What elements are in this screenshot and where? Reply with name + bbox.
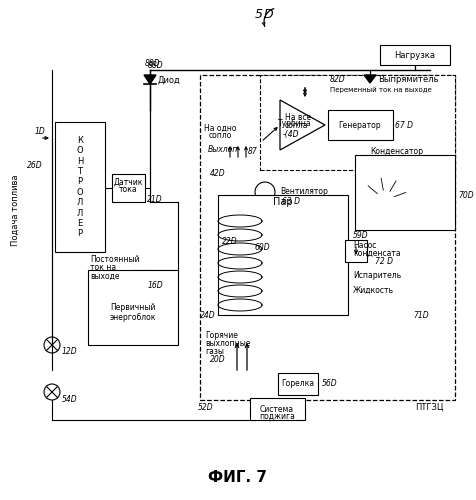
Text: 52D: 52D bbox=[198, 402, 213, 411]
Text: Пар: Пар bbox=[273, 197, 292, 207]
Text: Нагрузка: Нагрузка bbox=[394, 50, 435, 59]
Text: ПТГЗЦ: ПТГЗЦ bbox=[414, 402, 443, 411]
Text: выхлопные: выхлопные bbox=[205, 338, 250, 347]
Bar bbox=[88, 270, 178, 345]
Bar bbox=[199, 75, 454, 400]
Text: Горелка: Горелка bbox=[281, 380, 314, 388]
Text: конденсата: конденсата bbox=[352, 248, 400, 258]
Polygon shape bbox=[144, 75, 156, 84]
Bar bbox=[379, 45, 449, 65]
Text: 88D: 88D bbox=[148, 60, 163, 70]
Text: 54D: 54D bbox=[62, 396, 78, 404]
Bar bbox=[259, 75, 454, 170]
Text: Выхлоп: Выхлоп bbox=[208, 146, 238, 154]
Text: К
О
Н
Т
Р
О
Л
Л
Е
Р: К О Н Т Р О Л Л Е Р bbox=[77, 136, 83, 238]
Polygon shape bbox=[279, 100, 324, 150]
Text: сопло: сопло bbox=[208, 132, 231, 140]
Text: 1D: 1D bbox=[35, 128, 46, 136]
Bar bbox=[112, 174, 145, 202]
Text: Жидкость: Жидкость bbox=[352, 286, 393, 294]
Bar bbox=[344, 240, 366, 262]
Text: тока: тока bbox=[119, 186, 137, 194]
Text: Генератор: Генератор bbox=[338, 120, 380, 130]
Text: 42D: 42D bbox=[209, 168, 225, 177]
Text: 16D: 16D bbox=[148, 280, 163, 289]
Text: 5: 5 bbox=[255, 8, 262, 22]
Text: 24D: 24D bbox=[199, 310, 215, 320]
Text: Переменный ток на выходе: Переменный ток на выходе bbox=[329, 87, 431, 93]
Text: 70D: 70D bbox=[457, 190, 473, 200]
Text: поджига: поджига bbox=[258, 412, 294, 420]
Bar bbox=[327, 110, 392, 140]
Text: 87: 87 bbox=[248, 146, 257, 156]
Text: Постоянный: Постоянный bbox=[90, 256, 139, 264]
Text: Вентилятор: Вентилятор bbox=[279, 188, 327, 196]
Text: 60D: 60D bbox=[255, 244, 270, 252]
Text: выходе: выходе bbox=[90, 272, 119, 280]
Text: Система: Система bbox=[259, 404, 293, 413]
Text: Конденсатор: Конденсатор bbox=[369, 148, 422, 156]
Text: сопла: сопла bbox=[284, 122, 308, 130]
Text: Турбина: Турбина bbox=[278, 120, 311, 128]
Text: D: D bbox=[263, 8, 273, 22]
Text: На все: На все bbox=[284, 114, 310, 122]
Text: Подача топлива: Подача топлива bbox=[10, 174, 20, 246]
Text: 22D: 22D bbox=[221, 238, 237, 246]
Text: Диод: Диод bbox=[158, 76, 180, 84]
Text: Выпрямитель: Выпрямитель bbox=[377, 76, 437, 84]
Text: 88D: 88D bbox=[145, 60, 160, 68]
Text: Первичный: Первичный bbox=[110, 304, 155, 312]
Bar bbox=[278, 373, 317, 395]
Text: ток на: ток на bbox=[90, 264, 116, 272]
Text: 21D: 21D bbox=[147, 196, 162, 204]
Text: Испаритель: Испаритель bbox=[352, 270, 400, 280]
Text: 20D: 20D bbox=[209, 356, 225, 364]
Text: Горячие: Горячие bbox=[205, 330, 238, 340]
Bar bbox=[218, 195, 347, 315]
Text: На одно: На одно bbox=[203, 124, 236, 132]
Text: 12D: 12D bbox=[62, 348, 78, 356]
Text: 63 D: 63 D bbox=[281, 196, 299, 205]
Polygon shape bbox=[363, 75, 375, 83]
Text: ФИГ. 7: ФИГ. 7 bbox=[208, 470, 267, 486]
Text: 26D: 26D bbox=[27, 160, 42, 170]
Text: -(4D: -(4D bbox=[282, 130, 299, 140]
Text: энергоблок: энергоблок bbox=[109, 312, 156, 322]
Text: газы: газы bbox=[205, 346, 223, 356]
Bar bbox=[354, 155, 454, 230]
Text: 82D: 82D bbox=[329, 76, 345, 84]
Text: Насос: Насос bbox=[352, 240, 376, 250]
Text: 72 D: 72 D bbox=[374, 258, 392, 266]
Text: 67 D: 67 D bbox=[394, 120, 412, 130]
Text: 59D: 59D bbox=[352, 230, 368, 239]
Text: Датчик: Датчик bbox=[113, 178, 142, 186]
Text: 56D: 56D bbox=[321, 380, 337, 388]
Bar bbox=[249, 398, 304, 420]
Text: 71D: 71D bbox=[412, 310, 428, 320]
Bar bbox=[55, 122, 105, 252]
